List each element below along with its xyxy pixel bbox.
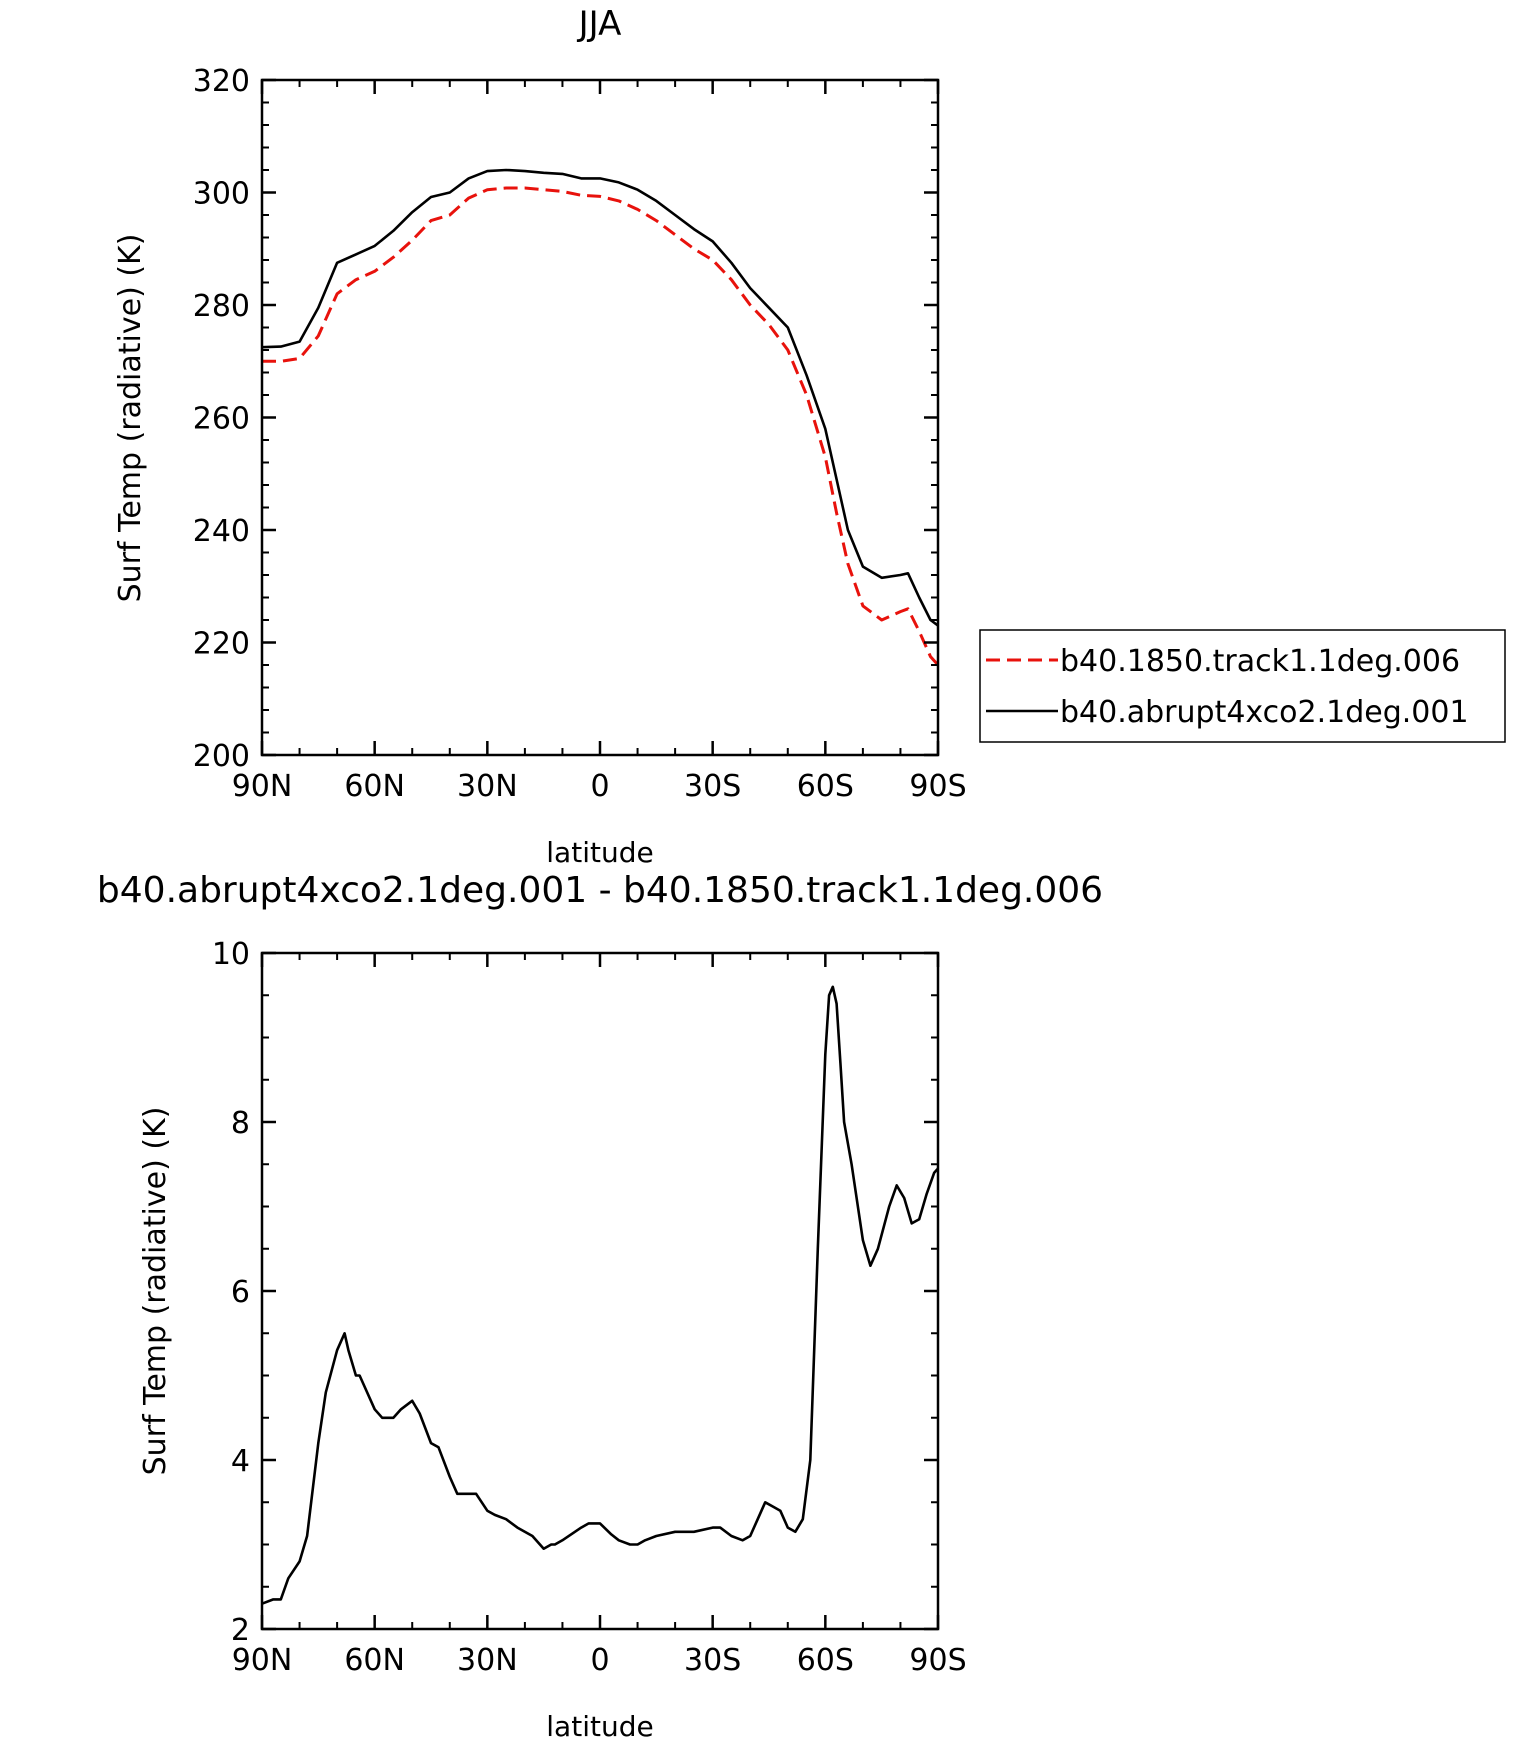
x-tick-label: 90N [232,769,293,804]
y-tick-label: 2 [231,1613,250,1648]
chart-title: b40.abrupt4xco2.1deg.001 - b40.1850.trac… [97,870,1103,911]
bottom-panel: b40.abrupt4xco2.1deg.001 - b40.1850.trac… [97,870,1103,1743]
y-tick-label: 10 [212,937,250,972]
series-line-1 [262,186,940,666]
x-tick-label: 60N [344,1643,405,1678]
x-tick-label: 0 [590,769,609,804]
y-axis-label: Surf Temp (radiative) (K) [138,1107,173,1476]
x-tick-label: 90S [909,769,966,804]
x-tick-label: 30N [457,1643,518,1678]
y-tick-label: 8 [231,1106,250,1141]
x-tick-label: 30N [457,769,518,804]
x-tick-label: 90N [232,1643,293,1678]
legend: b40.1850.track1.1deg.006 b40.abrupt4xco2… [979,629,1506,743]
plot-frame [260,951,940,1631]
y-tick-label: 200 [193,739,250,774]
x-axis-label: latitude [546,836,653,869]
legend-label-series-2: b40.abrupt4xco2.1deg.001 [1060,695,1469,730]
y-axis-label: Surf Temp (radiative) (K) [113,234,148,603]
top-panel: JJA 90N 60N 30N 0 30S 60S 90S 200 220 240 260 280 30… [113,4,1506,869]
x-axis-label: latitude [546,1710,653,1743]
x-tick-label: 60S [797,769,854,804]
x-tick-label: 90S [909,1643,966,1678]
y-tick-label: 300 [193,177,250,212]
y-tick-label: 4 [231,1444,250,1479]
y-tick-label: 320 [193,64,250,99]
x-tick-label: 30S [684,1643,741,1678]
legend-label-series-1: b40.1850.track1.1deg.006 [1060,644,1460,679]
x-tick-label: 30S [684,769,741,804]
y-tick-label: 260 [193,402,250,437]
x-tick-label: 0 [590,1643,609,1678]
y-tick-label: 6 [231,1275,250,1310]
chart-title: JJA [577,4,622,44]
y-tick-label: 280 [193,289,250,324]
y-tick-label: 220 [193,627,250,662]
series-line-1 [261,985,939,1605]
x-tick-label: 60S [797,1643,854,1678]
x-tick-label: 60N [344,769,405,804]
plot-frame [260,78,940,757]
series-line-2 [261,168,939,627]
legend-box [979,629,1506,743]
y-tick-label: 240 [193,514,250,549]
